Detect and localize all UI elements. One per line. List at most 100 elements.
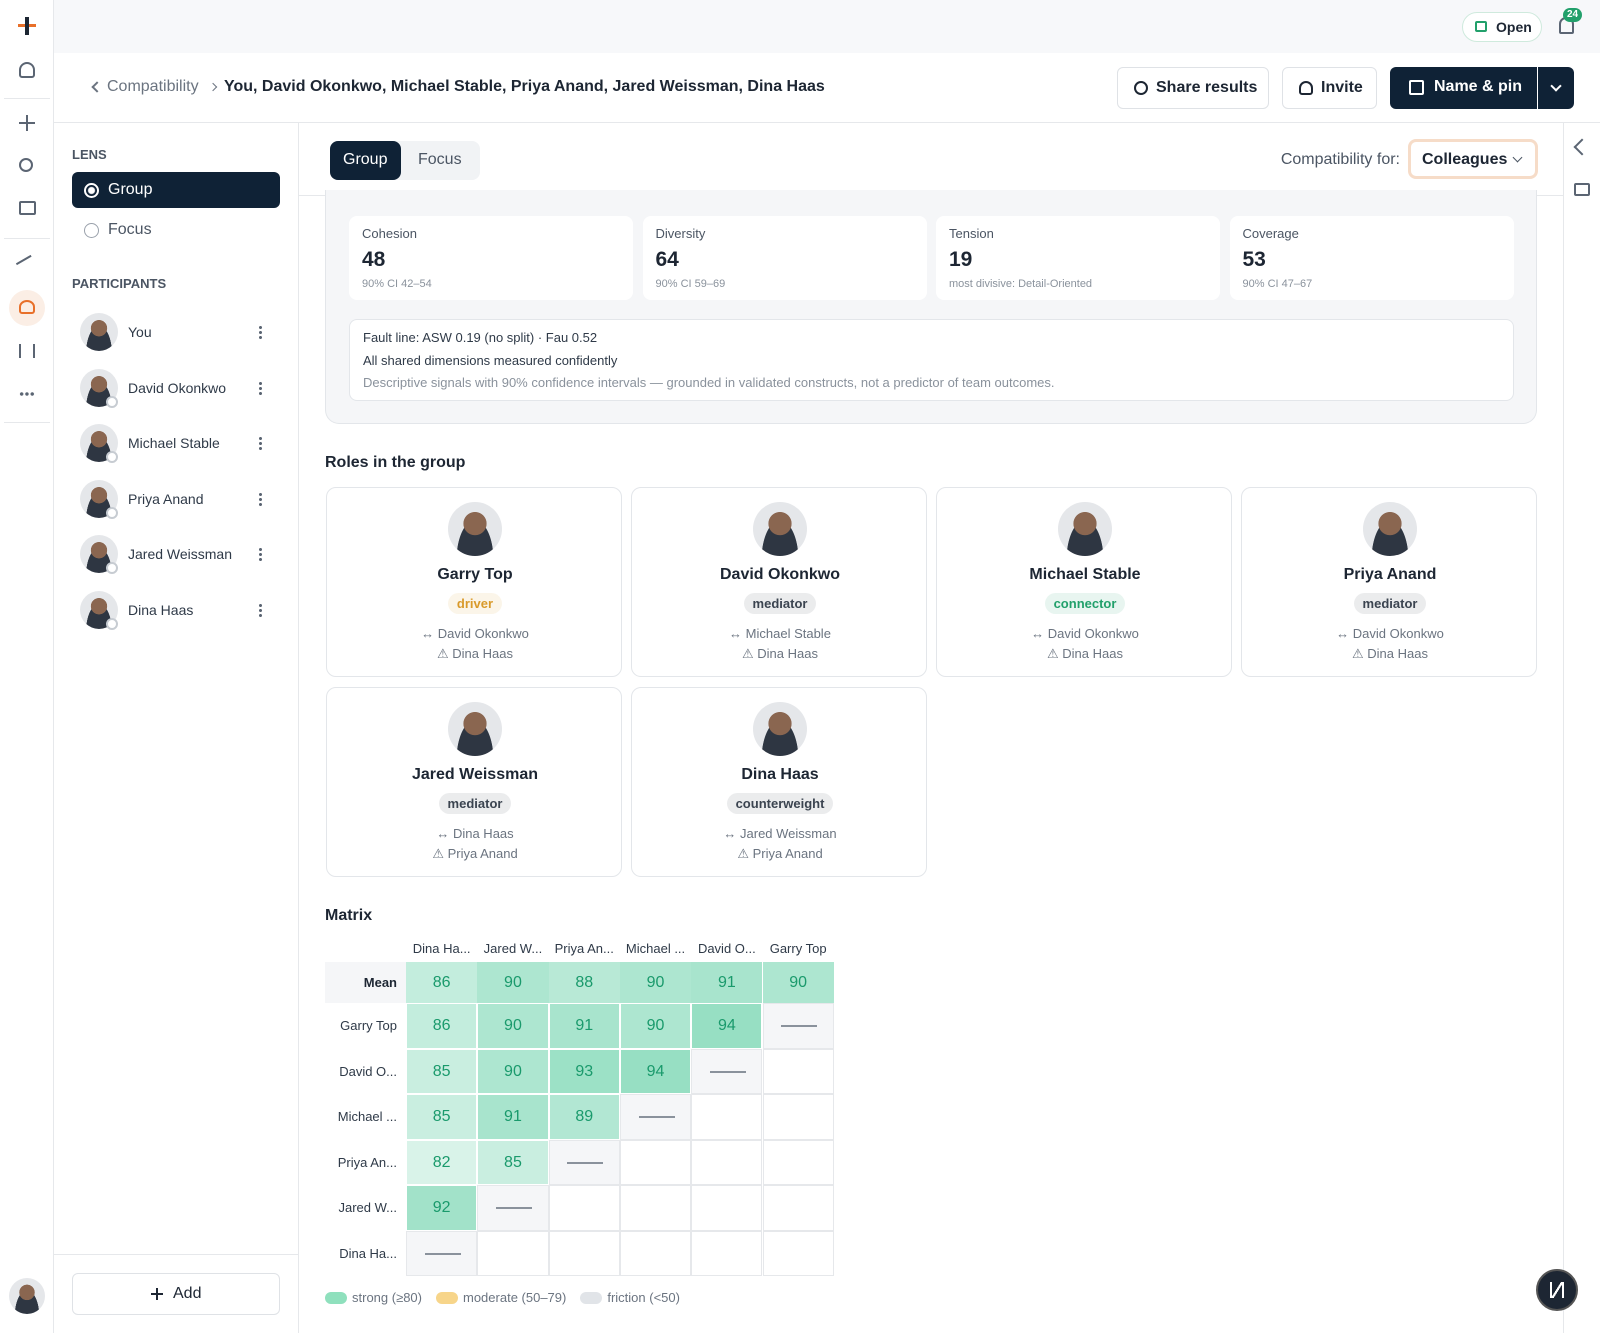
legend-swatch (325, 1292, 347, 1304)
matrix-empty (619, 1230, 692, 1276)
invite-button[interactable]: Invite (1282, 67, 1377, 109)
matrix-diagonal (691, 1048, 763, 1094)
user-avatar[interactable] (9, 1278, 45, 1314)
status-badge (106, 562, 118, 574)
legend-label: moderate (50–79) (463, 1290, 567, 1305)
matrix-cell: 85 (406, 1094, 478, 1140)
diagonal-dash (638, 1116, 675, 1118)
matrix-cell: 94 (691, 1003, 763, 1049)
participant-name[interactable]: Priya Anand (128, 490, 204, 507)
share-button[interactable]: Share results (1117, 67, 1269, 109)
nav-icon[interactable] (19, 392, 35, 396)
metric-label: Coverage (1242, 226, 1299, 241)
role-risk: ⚠ Priya Anand (737, 846, 823, 861)
pin-dropdown[interactable] (1538, 67, 1574, 109)
role-name: Jared Weissman (412, 766, 538, 783)
lens-heading: LENS (72, 147, 107, 162)
add-button[interactable]: Add (72, 1273, 280, 1315)
comment-icon[interactable] (1574, 183, 1590, 196)
role-risk: ⚠ Dina Haas (742, 646, 818, 661)
matrix-column: Garry Top (769, 941, 827, 956)
share-icon (1134, 81, 1148, 95)
matrix-diagonal (762, 1003, 834, 1049)
role-ally: ↔ David Okonkwo (421, 626, 529, 641)
participant-name[interactable]: David Okonkwo (128, 379, 227, 396)
kebab-menu[interactable] (259, 436, 262, 450)
nav-icon[interactable] (19, 201, 36, 215)
metric-note: most divisive: Detail-Oriented (949, 278, 1093, 290)
role-name: Priya Anand (1343, 566, 1437, 583)
kebab-menu[interactable] (259, 547, 262, 561)
matrix-empty (691, 1230, 763, 1276)
collapse-icon[interactable] (1573, 138, 1591, 156)
kebab-menu[interactable] (259, 602, 262, 617)
matrix-cell: 89 (548, 1094, 620, 1140)
nav-icon[interactable] (19, 62, 35, 78)
matrix-empty (548, 1230, 620, 1276)
matrix-empty (762, 1230, 834, 1276)
kebab-menu[interactable] (259, 380, 262, 395)
metric-value: 64 (655, 248, 679, 271)
role-ally: ↔ Michael Stable (729, 626, 831, 641)
participant-name[interactable]: You (128, 324, 152, 340)
matrix-mean-cell: 88 (548, 962, 620, 1003)
participant-name[interactable]: Dina Haas (128, 601, 194, 618)
nav-divider (4, 98, 50, 99)
radio[interactable] (84, 183, 99, 198)
role-avatar (448, 502, 502, 556)
kebab-menu[interactable] (259, 325, 262, 339)
top-bar (54, 0, 1600, 53)
breadcrumb-parent[interactable]: Compatibility (107, 78, 199, 95)
lens-option[interactable]: Group (108, 181, 153, 198)
role-risk: ⚠ Dina Haas (1352, 646, 1428, 661)
role-pill: counterweight (632, 793, 928, 814)
breadcrumb-bar (54, 53, 1600, 123)
metric-label: Diversity (655, 226, 706, 241)
matrix-row-label: David O... (339, 1063, 397, 1079)
participant-name[interactable]: Michael Stable (128, 435, 220, 451)
role-pill: connector (937, 593, 1233, 614)
metric-note: 90% CI 47–67 (1242, 278, 1313, 290)
pin-label: Name & pin (1434, 78, 1523, 95)
nav-icon[interactable] (19, 158, 33, 172)
matrix-cell: 93 (548, 1048, 620, 1094)
participant-avatar (80, 535, 118, 573)
matrix-empty (762, 1185, 834, 1231)
status-badge (106, 617, 118, 630)
radio[interactable] (84, 223, 99, 238)
nav-icon[interactable] (19, 344, 35, 358)
lens-selected[interactable] (72, 172, 280, 208)
diagonal-dash (781, 1025, 818, 1027)
participant-name[interactable]: Jared Weissman (128, 546, 233, 562)
fault-line-text: Descriptive signals with 90% confidence … (363, 375, 1055, 390)
filter-value[interactable]: Colleagues (1422, 151, 1508, 168)
lens-option[interactable]: Focus (108, 221, 152, 238)
pin-button[interactable]: Name & pin (1390, 67, 1537, 109)
participant-avatar (80, 313, 118, 351)
pin-icon (1409, 80, 1424, 95)
fault-line-text: Fault line: ASW 0.19 (no split) · Fau 0.… (363, 330, 598, 345)
nav-icon[interactable] (19, 115, 35, 131)
metric-label: Tension (949, 226, 994, 241)
role-card: Dina Haas counterweight ↔ Jared Weissman ⚠ … (631, 687, 927, 877)
matrix-empty (691, 1139, 763, 1185)
filter-select[interactable] (1408, 139, 1538, 179)
diagonal-dash (424, 1252, 461, 1255)
invite-icon (1299, 81, 1313, 95)
metric-value: 48 (362, 248, 386, 271)
tab[interactable]: Focus (418, 151, 462, 168)
kebab-menu[interactable] (259, 491, 262, 506)
matrix-mean-cell: 90 (762, 962, 834, 1003)
role-avatar (753, 502, 807, 556)
role-card: Priya Anand mediator ↔ David Okonkwo ⚠ Dina… (1241, 487, 1537, 677)
metric-card (1229, 216, 1514, 300)
role-risk: ⚠ Priya Anand (432, 846, 518, 861)
matrix-empty (548, 1185, 620, 1231)
legend-swatch (436, 1292, 458, 1304)
metric-label: Cohesion (362, 226, 417, 241)
role-pill: driver (327, 593, 623, 614)
role-ally: ↔ David Okonkwo (1031, 626, 1139, 641)
matrix-mean-cell: 90 (619, 962, 692, 1003)
tab[interactable]: Group (343, 151, 388, 168)
tab-active[interactable] (330, 141, 401, 180)
